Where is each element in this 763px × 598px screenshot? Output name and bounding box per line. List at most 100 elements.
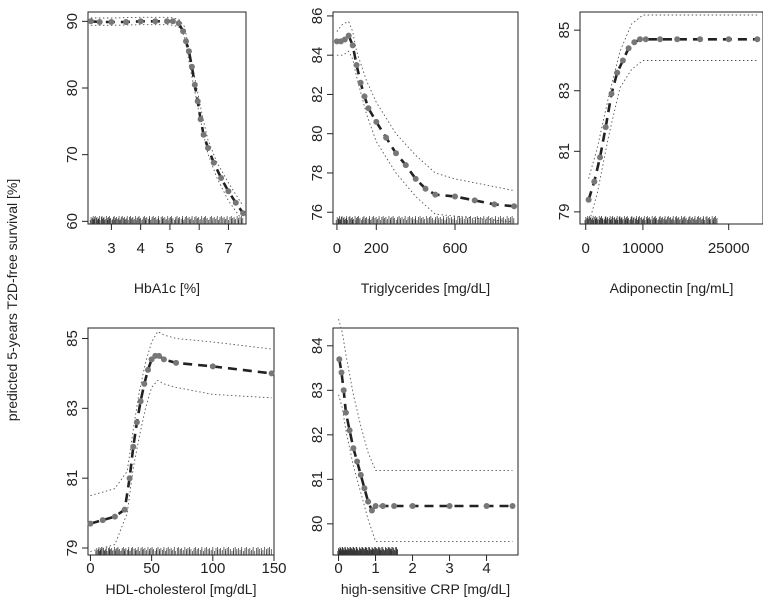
data-point (191, 81, 198, 88)
y-tick-label: 82 (309, 86, 326, 103)
data-point (361, 485, 368, 492)
data-point (372, 503, 379, 509)
data-point (156, 352, 162, 359)
plot-frame (87, 327, 275, 556)
y-tick-label: 83 (64, 400, 81, 417)
fitted-curve (90, 354, 272, 525)
x-tick-label: 50 (143, 560, 160, 577)
plot-frame (332, 327, 519, 556)
data-point (197, 116, 204, 123)
x-tick-label: 200 (364, 240, 389, 257)
data-point (218, 175, 225, 181)
data-point (361, 93, 368, 100)
upper-ci-line (336, 21, 515, 192)
data-point (412, 175, 419, 182)
y-tick-label: 85 (556, 22, 573, 39)
data-point (232, 199, 239, 206)
data-point (188, 63, 195, 70)
data-point (205, 145, 211, 151)
data-point (597, 154, 603, 161)
plot-frame (87, 11, 247, 225)
data-point (354, 458, 361, 465)
data-point (87, 520, 94, 527)
lower-ci-line (90, 379, 272, 552)
data-point (346, 427, 353, 434)
data-point (471, 197, 478, 204)
data-point (585, 196, 592, 203)
y-tick-label: 83 (309, 382, 326, 399)
data-point (152, 18, 159, 25)
y-tick-label: 81 (64, 470, 81, 487)
data-point (341, 36, 348, 43)
y-tick-label: 70 (64, 146, 81, 163)
x-tick-label: 10000 (622, 240, 664, 257)
data-point (123, 19, 129, 25)
data-point (754, 36, 761, 43)
x-tick-label: 5 (166, 240, 174, 257)
data-point (379, 503, 386, 509)
data-point (164, 18, 170, 25)
x-tick-label: 100 (200, 560, 225, 577)
data-point (130, 443, 137, 450)
data-point (602, 124, 609, 131)
data-point (697, 36, 704, 43)
y-tick-label: 81 (309, 471, 326, 488)
data-point (391, 503, 398, 509)
data-point (175, 20, 182, 27)
data-point (338, 369, 345, 376)
data-point (619, 57, 626, 64)
data-point (194, 98, 201, 105)
panel-1: 60 70 80 90 3 4 5 6 7 HbA1c [%] (64, 11, 247, 296)
data-point (608, 90, 615, 97)
data-point (674, 36, 681, 43)
y-tick-label: 84 (309, 337, 326, 354)
y-tick-label: 80 (309, 515, 326, 532)
data-point (96, 19, 103, 25)
data-point (422, 185, 429, 192)
data-point (133, 419, 140, 426)
data-point (145, 366, 151, 373)
data-point (210, 159, 217, 166)
data-point (160, 356, 167, 363)
y-tick-label: 79 (556, 204, 573, 221)
panel-5: 80 81 82 83 84 0 1 2 3 4 high-sensitive CRP [mg/dL… (309, 318, 519, 597)
data-point (373, 118, 380, 125)
x-tick-label: 6 (195, 240, 203, 257)
data-point (169, 18, 176, 25)
fitted-curve (587, 38, 758, 201)
x-tick-label: 4 (136, 240, 144, 257)
fitted-curve (338, 358, 513, 513)
lower-ci-line (588, 60, 758, 225)
data-point (725, 36, 732, 43)
x-tick-label: 1 (371, 560, 379, 577)
lower-ci-line (90, 24, 244, 222)
x-axis-label: Triglycerides [mg/dL] (361, 280, 490, 296)
data-point (111, 513, 118, 520)
data-point (637, 36, 643, 43)
y-tick-label: 90 (64, 13, 81, 30)
data-point (625, 45, 632, 52)
x-tick-label: 150 (261, 560, 286, 577)
y-tick-label: 81 (556, 143, 573, 160)
data-point (336, 356, 343, 363)
data-point (393, 150, 399, 157)
x-tick-label: 0 (582, 240, 590, 257)
data-point (345, 32, 352, 39)
data-point (491, 201, 498, 208)
data-point (365, 105, 372, 112)
data-point (108, 19, 115, 25)
data-point (357, 79, 364, 86)
panel-3: 79 81 83 85 0 10000 25000 Adiponectin [ng/mL] (556, 11, 763, 296)
data-point (631, 39, 638, 46)
y-tick-label: 83 (556, 82, 573, 99)
data-point (137, 18, 144, 25)
data-point (446, 503, 453, 509)
y-tick-label: 80 (64, 80, 81, 97)
x-tick-label: 0 (333, 240, 341, 257)
y-tick-label: 78 (309, 165, 326, 182)
plot-frame (579, 11, 763, 225)
y-tick-label: 76 (309, 204, 326, 221)
data-point (432, 191, 439, 198)
